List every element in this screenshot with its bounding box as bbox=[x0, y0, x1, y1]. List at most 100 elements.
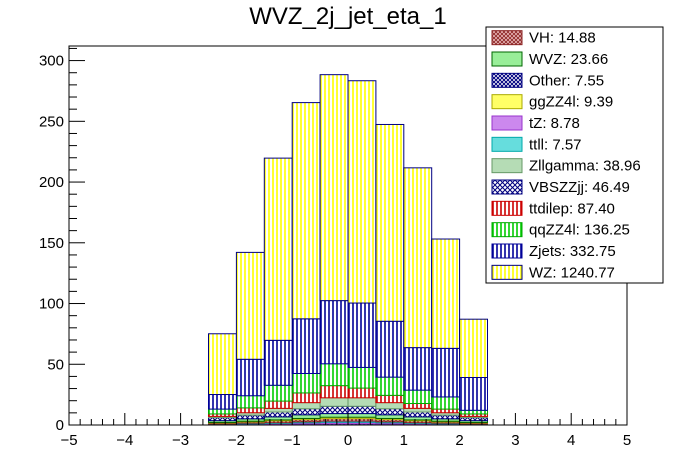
bar-zjets-7 bbox=[403, 347, 433, 391]
bar-zjets-4 bbox=[319, 300, 349, 365]
x-tick-label: 4 bbox=[567, 432, 575, 449]
legend-label-wz: WZ: 1240.77 bbox=[529, 264, 615, 281]
bar-wvz-6 bbox=[375, 414, 405, 419]
bar-wz-6 bbox=[375, 123, 405, 322]
x-tick-label: 2 bbox=[455, 432, 463, 449]
legend-swatch-other bbox=[491, 72, 523, 88]
series-vbszzjj bbox=[208, 405, 489, 422]
x-tick-label: −3 bbox=[172, 432, 189, 449]
legend-box bbox=[485, 26, 664, 284]
legend-label-other: Other: 7.55 bbox=[529, 72, 604, 89]
series-zjets bbox=[208, 300, 489, 411]
bar-ttdilep-3 bbox=[291, 392, 321, 404]
x-tick-label: 1 bbox=[400, 432, 408, 449]
bar-qqzz4l-4 bbox=[319, 363, 349, 387]
x-tick-label: 0 bbox=[344, 432, 352, 449]
bar-zjets-0 bbox=[208, 394, 237, 410]
bar-vbszzjj-6 bbox=[375, 408, 405, 416]
legend: VH: 14.88 WVZ: 23.66 Other: 7.55 ggZZ4l: 9.… bbox=[485, 26, 664, 284]
bar-ttdilep-7 bbox=[403, 402, 433, 409]
bar-vbszzjj-8 bbox=[431, 414, 461, 420]
bar-wz-1 bbox=[235, 251, 265, 360]
legend-label-wvz: WVZ: 23.66 bbox=[529, 51, 608, 68]
bar-wz-0 bbox=[208, 333, 237, 396]
y-tick-label: 150 bbox=[39, 235, 64, 252]
series-wz bbox=[208, 74, 489, 396]
chart-title: WVZ_2j_jet_eta_1 bbox=[249, 3, 446, 30]
legend-swatch-wvz bbox=[491, 51, 523, 67]
y-tick-label: 200 bbox=[39, 174, 64, 191]
y-tick-label: 300 bbox=[39, 53, 64, 70]
bar-qqzz4l-2 bbox=[263, 384, 293, 402]
legend-swatch-vbszzjj bbox=[491, 179, 523, 195]
bar-qqzz4l-3 bbox=[291, 372, 321, 394]
bar-zjets-9 bbox=[459, 377, 489, 411]
y-tick-label: 100 bbox=[39, 296, 64, 313]
bar-zjets-6 bbox=[375, 320, 405, 378]
bar-wvz-5 bbox=[347, 413, 377, 418]
bar-wvz-4 bbox=[319, 413, 349, 418]
bar-ttdilep-8 bbox=[431, 408, 461, 414]
bar-wz-3 bbox=[291, 102, 321, 320]
bar-vbszzjj-1 bbox=[235, 414, 265, 420]
y-tick-label: 250 bbox=[39, 113, 64, 130]
legend-swatch-wz bbox=[491, 264, 523, 280]
legend-label-ttdilep: ttdilep: 87.40 bbox=[529, 200, 615, 217]
bar-qqzz4l-1 bbox=[235, 395, 265, 409]
x-tick-label: 3 bbox=[511, 432, 519, 449]
bar-vbszzjj-2 bbox=[263, 411, 293, 418]
legend-label-tz: tZ: 8.78 bbox=[529, 115, 580, 132]
bar-ttdilep-2 bbox=[263, 400, 293, 409]
bar-wz-2 bbox=[263, 157, 293, 341]
x-tick-label: −4 bbox=[116, 432, 133, 449]
legend-swatch-vh bbox=[491, 30, 523, 46]
bar-wvz-3 bbox=[291, 414, 321, 419]
bar-qqzz4l-5 bbox=[347, 366, 377, 389]
bar-vbszzjj-5 bbox=[347, 405, 377, 415]
legend-swatch-qqzz4l bbox=[491, 222, 523, 238]
x-tick-label: −1 bbox=[284, 432, 301, 449]
legend-label-zllgamma: Zllgamma: 38.96 bbox=[529, 158, 641, 175]
legend-swatch-ttdilep bbox=[491, 200, 523, 216]
bar-vbszzjj-4 bbox=[319, 405, 349, 415]
bar-zjets-1 bbox=[235, 358, 265, 397]
bar-qqzz4l-9 bbox=[459, 409, 489, 415]
bar-qqzz4l-6 bbox=[375, 376, 405, 396]
legend-label-qqzz4l: qqZZ4l: 136.25 bbox=[529, 222, 630, 239]
legend-label-zjets: Zjets: 332.75 bbox=[529, 243, 616, 260]
bar-vbszzjj-7 bbox=[403, 411, 433, 418]
bar-ttdilep-1 bbox=[235, 407, 265, 414]
legend-label-vh: VH: 14.88 bbox=[529, 30, 596, 47]
bar-qqzz4l-0 bbox=[208, 408, 237, 415]
histogram-bars bbox=[208, 74, 489, 426]
bar-zllgamma-4 bbox=[319, 397, 349, 407]
x-tick-label: −2 bbox=[228, 432, 245, 449]
bar-zllgamma-7 bbox=[403, 407, 433, 413]
series-qqzz4l bbox=[208, 363, 489, 415]
bar-wz-8 bbox=[431, 238, 461, 349]
legend-swatch-ttll bbox=[491, 136, 523, 152]
bar-zllgamma-6 bbox=[375, 402, 405, 410]
bar-zjets-5 bbox=[347, 302, 377, 368]
bar-wz-5 bbox=[347, 80, 377, 304]
bar-qqzz4l-7 bbox=[403, 389, 433, 404]
legend-label-ttll: ttll: 7.57 bbox=[529, 136, 582, 153]
y-tick-label: 0 bbox=[56, 417, 64, 434]
x-tick-label: 5 bbox=[623, 432, 631, 449]
legend-label-vbszzjj: VBSZZjj: 46.49 bbox=[529, 179, 630, 196]
bar-ttdilep-5 bbox=[347, 387, 377, 399]
bar-wz-7 bbox=[403, 167, 433, 349]
bar-ttdilep-6 bbox=[375, 394, 405, 404]
legend-swatch-zjets bbox=[491, 243, 523, 259]
y-tick-label: 50 bbox=[47, 356, 64, 373]
legend-swatch-zllgamma bbox=[491, 158, 523, 174]
bar-wz-4 bbox=[319, 74, 349, 302]
legend-swatch-ggzz4l bbox=[491, 94, 523, 110]
bar-zllgamma-5 bbox=[347, 397, 377, 407]
bar-wz-9 bbox=[459, 318, 489, 379]
bar-ttdilep-4 bbox=[319, 385, 349, 399]
bar-zjets-2 bbox=[263, 339, 293, 386]
legend-label-ggzz4l: ggZZ4l: 9.39 bbox=[529, 94, 613, 111]
bar-zjets-3 bbox=[291, 318, 321, 374]
